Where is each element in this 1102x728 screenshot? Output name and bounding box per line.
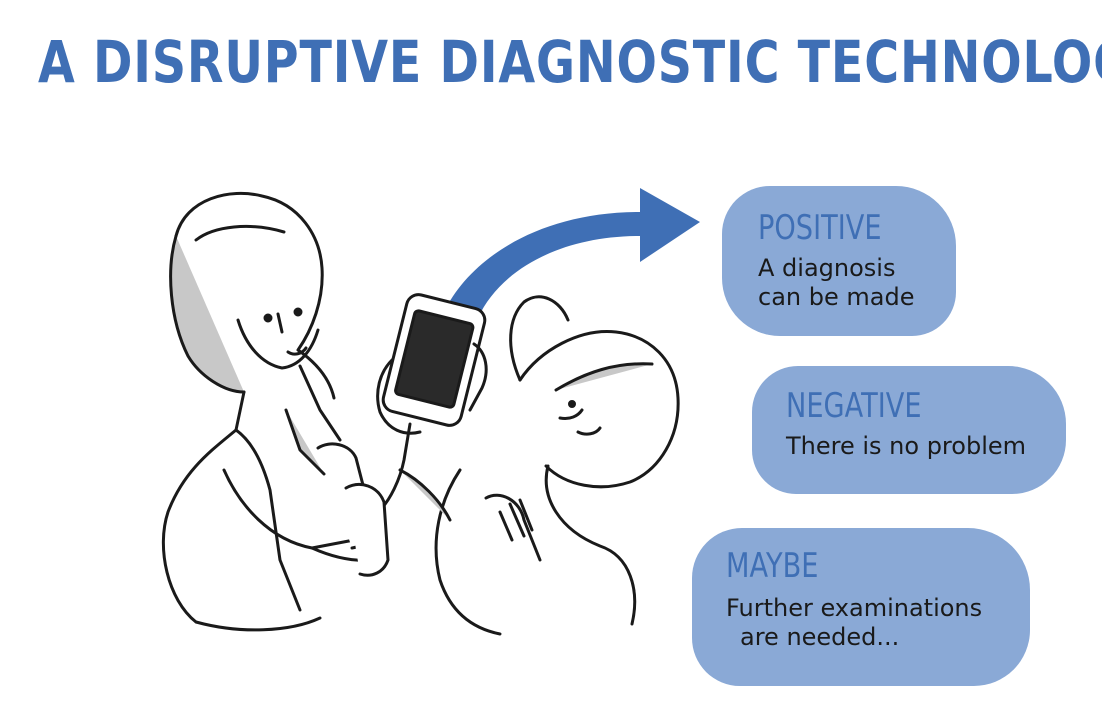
- positive-heading: POSITIVE: [758, 208, 882, 248]
- positive-description: A diagnosis can be made: [758, 254, 914, 312]
- doctor-figure: [163, 193, 372, 629]
- curved-arrow-icon: [444, 188, 700, 318]
- positive-line-1: A diagnosis: [758, 254, 895, 282]
- patient-figure: [400, 297, 678, 634]
- page-title: A DISRUPTIVE DIAGNOSTIC TECHNOLOGY: [38, 28, 891, 96]
- maybe-heading: MAYBE: [726, 546, 818, 586]
- negative-description: There is no problem: [786, 432, 1026, 461]
- negative-outcome-bubble: NEGATIVE There is no problem: [752, 366, 1066, 494]
- maybe-outcome-bubble: MAYBE Further examinations are needed...: [692, 528, 1030, 686]
- maybe-line-1: Further examinations: [726, 594, 982, 622]
- positive-line-2: can be made: [758, 283, 914, 311]
- ultrasound-probe-icon: [318, 444, 388, 575]
- smartphone-icon: [378, 292, 488, 510]
- maybe-line-2: are needed...: [726, 623, 982, 652]
- negative-heading: NEGATIVE: [786, 386, 922, 426]
- positive-outcome-bubble: POSITIVE A diagnosis can be made: [722, 186, 956, 336]
- maybe-description: Further examinations are needed...: [726, 594, 982, 652]
